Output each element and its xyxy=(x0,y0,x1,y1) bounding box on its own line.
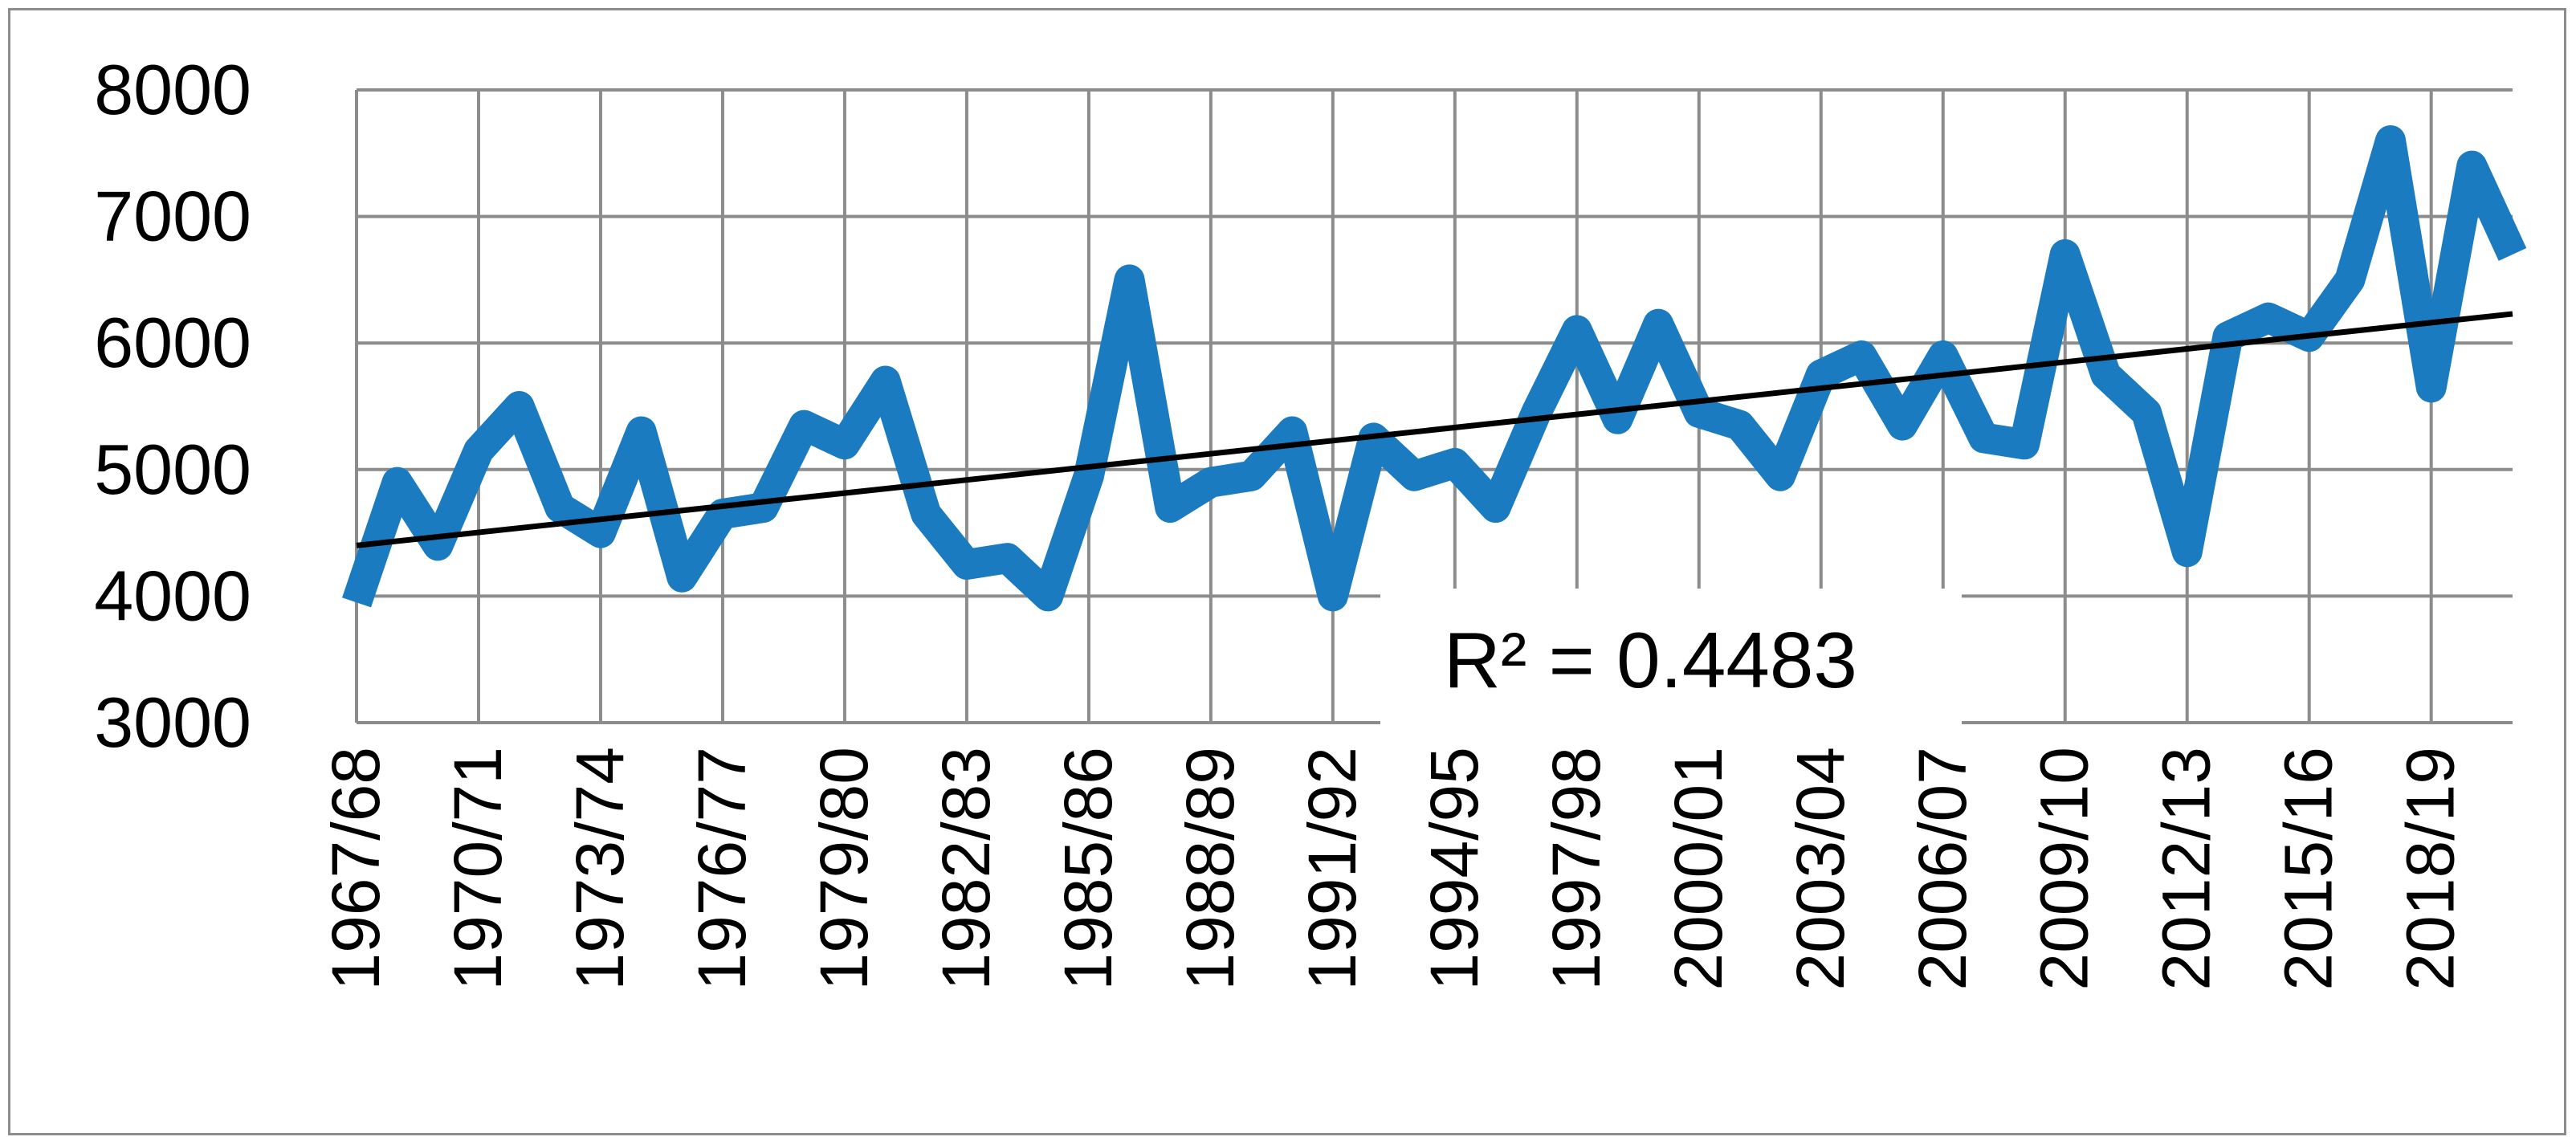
y-axis-labels: 3000 4000 5000 6000 7000 8000 xyxy=(94,50,251,762)
data-point xyxy=(885,380,887,381)
x-tick-label: 1994/95 xyxy=(1416,747,1492,991)
data-point xyxy=(1576,329,1578,331)
r2-label-background xyxy=(1380,589,1962,729)
data-point xyxy=(1007,557,1009,559)
data-point xyxy=(1779,475,1781,477)
data-point xyxy=(1454,462,1456,464)
data-point xyxy=(1738,425,1740,426)
data-point xyxy=(1698,412,1700,414)
data-point xyxy=(925,513,927,515)
data-point xyxy=(966,564,968,565)
x-tick-label: 1997/98 xyxy=(1539,747,1614,991)
data-point xyxy=(1942,355,1944,357)
data-point xyxy=(1657,324,1659,325)
data-point xyxy=(2227,336,2228,337)
data-point xyxy=(2268,317,2269,319)
data-point xyxy=(1616,418,1618,420)
data-point xyxy=(803,425,805,426)
series-line xyxy=(342,125,2527,612)
data-point xyxy=(1861,355,1862,357)
x-tick-label: 1991/92 xyxy=(1294,747,1370,991)
trendline xyxy=(356,311,2513,548)
data-point xyxy=(519,405,520,407)
y-tick-label: 8000 xyxy=(94,50,251,129)
data-point xyxy=(1983,437,1984,438)
x-tick-label: 1979/80 xyxy=(806,747,882,991)
x-tick-label: 1988/89 xyxy=(1172,747,1248,991)
data-point xyxy=(600,532,601,534)
data-point xyxy=(356,601,357,603)
data-point xyxy=(2024,443,2025,445)
data-point xyxy=(2187,551,2188,552)
data-point xyxy=(2146,412,2147,414)
data-point xyxy=(2512,254,2513,255)
x-tick-label: 2015/16 xyxy=(2271,747,2346,991)
data-point xyxy=(559,507,560,508)
y-tick-label: 7000 xyxy=(94,177,251,256)
r2-label: R² = 0.4483 xyxy=(1444,616,1857,704)
series-layer xyxy=(342,125,2527,612)
data-point xyxy=(1820,374,1822,376)
data-point xyxy=(1047,595,1049,597)
data-point xyxy=(1129,279,1131,280)
x-tick-label: 1973/74 xyxy=(562,747,638,991)
x-axis-labels: 1967/68 1970/71 1973/74 1976/77 1979/80 1982/… xyxy=(318,747,2468,991)
data-point xyxy=(1088,475,1090,477)
data-point xyxy=(2064,254,2066,255)
y-tick-label: 5000 xyxy=(94,430,251,509)
r2-annotation: R² = 0.4483 xyxy=(1380,589,1962,729)
data-point xyxy=(478,450,479,451)
data-point xyxy=(397,482,398,483)
x-tick-label: 2000/01 xyxy=(1661,747,1736,991)
data-point xyxy=(1210,482,1212,483)
data-point xyxy=(681,577,683,578)
data-point xyxy=(641,431,642,433)
data-point xyxy=(1251,475,1253,477)
data-point xyxy=(2471,165,2472,167)
x-tick-label: 2018/19 xyxy=(2393,747,2468,991)
trend-layer xyxy=(356,311,2513,548)
x-tick-label: 2009/10 xyxy=(2027,747,2102,991)
x-tick-label: 1976/77 xyxy=(684,747,760,991)
x-tick-label: 1982/83 xyxy=(928,747,1004,991)
data-point xyxy=(722,513,723,515)
data-point xyxy=(1535,412,1537,414)
x-tick-label: 2006/07 xyxy=(1905,747,1980,991)
data-point xyxy=(1413,475,1415,477)
data-point xyxy=(1291,431,1293,433)
data-point xyxy=(2390,140,2391,141)
data-point xyxy=(2431,386,2432,388)
data-point xyxy=(1169,507,1171,508)
data-point xyxy=(2349,279,2350,280)
data-point xyxy=(2105,374,2106,376)
x-tick-label: 2003/04 xyxy=(1783,747,1858,991)
x-tick-label: 1970/71 xyxy=(440,747,516,991)
data-point xyxy=(437,544,438,546)
x-tick-label: 2012/13 xyxy=(2149,747,2224,991)
y-tick-label: 4000 xyxy=(94,556,251,635)
x-tick-label: 1967/68 xyxy=(318,747,393,991)
data-point xyxy=(1332,595,1334,597)
data-point xyxy=(763,507,764,508)
y-tick-label: 6000 xyxy=(94,303,251,382)
y-tick-label: 3000 xyxy=(94,683,251,762)
chart-frame: 3000 4000 5000 6000 7000 8000 1967/68 1970/71 1… xyxy=(8,8,2566,1135)
data-point xyxy=(1494,507,1496,508)
data-point xyxy=(844,443,846,445)
data-point xyxy=(1901,425,1903,426)
x-tick-label: 1985/86 xyxy=(1050,747,1126,991)
